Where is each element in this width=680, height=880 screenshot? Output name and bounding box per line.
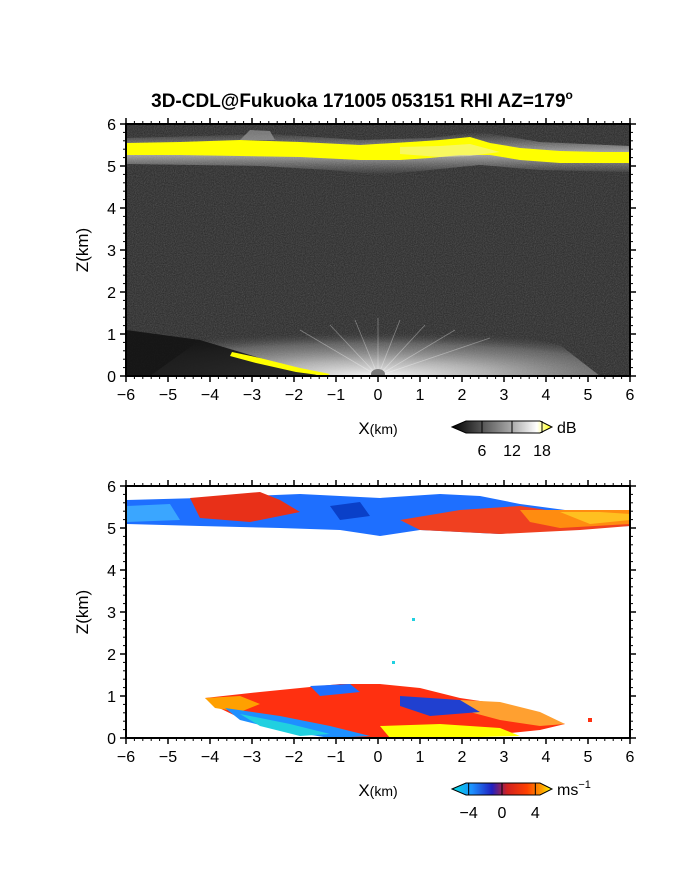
- upper-layer-cap: [240, 130, 275, 140]
- x-tick-label: −3: [243, 749, 261, 766]
- velocity-colorbar-unit: ms−1: [557, 779, 591, 799]
- y-tick-label: 5: [107, 159, 116, 176]
- y-tick-label: 5: [107, 521, 116, 538]
- boundary-layer-orange-east: [460, 700, 565, 726]
- x-tick-label: 5: [584, 749, 593, 766]
- x-tick-label: −4: [201, 387, 219, 404]
- x-tick-label: −5: [159, 749, 177, 766]
- panel-velocity: −6 −5 −4 −3 −2 −1 0 1 2 3 4 5 6 0 1 2 3 4 5 6 Z(km) X(km) −…: [73, 479, 636, 822]
- upper-layer-dark-blue: [330, 502, 370, 520]
- x-tick-label: 5: [584, 387, 593, 404]
- x-tick-label: −6: [117, 749, 135, 766]
- x-tick-label: 1: [416, 749, 425, 766]
- y-tick-label: 0: [107, 369, 116, 386]
- surface-echo-rays: [299, 318, 491, 376]
- reflectivity-ticks: −6 −5 −4 −3 −2 −1 0 1 2 3 4 5 6 0 1 2 3 4 5 6: [107, 117, 636, 404]
- speckle-3: [588, 718, 592, 722]
- y-tick-label: 3: [107, 605, 116, 622]
- reflectivity-colorbar: 6 12 18 dB: [450, 420, 577, 460]
- colorbar-tick-label: 12: [503, 443, 521, 460]
- x-tick-label: 6: [626, 387, 635, 404]
- x-tick-label: 3: [500, 749, 509, 766]
- reflectivity-colorbar-bar: [450, 420, 554, 434]
- x-tick-label: −6: [117, 387, 135, 404]
- x-tick-label: 4: [542, 387, 551, 404]
- reflectivity-y-axis-label: Z(km): [73, 228, 92, 272]
- reflectivity-colorbar-unit: dB: [557, 420, 577, 437]
- y-tick-label: 6: [107, 479, 116, 496]
- velocity-field: [126, 486, 630, 738]
- x-tick-label: 0: [374, 387, 383, 404]
- boundary-layer-cyan: [240, 714, 330, 736]
- colorbar-tick-label: 18: [533, 443, 551, 460]
- speckle-1: [412, 618, 415, 621]
- y-tick-label: 2: [107, 285, 116, 302]
- velocity-x-axis-label: X(km): [358, 781, 397, 800]
- colorbar-tick-label: 0: [498, 805, 507, 822]
- y-tick-label: 6: [107, 117, 116, 134]
- velocity-y-axis-label: Z(km): [73, 590, 92, 634]
- x-tick-label: 1: [416, 387, 425, 404]
- x-tick-label: −1: [327, 749, 345, 766]
- boundary-layer-approaching: [225, 708, 370, 738]
- x-tick-label: 3: [500, 387, 509, 404]
- boundary-layer-blue-top: [310, 684, 360, 696]
- y-tick-label: 4: [107, 201, 116, 218]
- chart-title: 3D-CDL@Fukuoka 171005 053151 RHI AZ=179o: [151, 88, 573, 112]
- x-tick-label: 2: [458, 749, 467, 766]
- upper-layer-strong-echo: [126, 137, 630, 163]
- velocity-ticks: −6 −5 −4 −3 −2 −1 0 1 2 3 4 5 6 0 1 2 3 4 5 6: [107, 479, 636, 766]
- y-tick-label: 1: [107, 689, 116, 706]
- surface-strong-echo: [230, 352, 330, 376]
- upper-layer-yellow: [560, 512, 630, 524]
- x-tick-label: −3: [243, 387, 261, 404]
- y-tick-label: 3: [107, 243, 116, 260]
- x-tick-label: 0: [374, 749, 383, 766]
- x-tick-label: −4: [201, 749, 219, 766]
- reflectivity-x-axis-label: X(km): [358, 419, 397, 438]
- x-tick-label: −1: [327, 387, 345, 404]
- y-tick-label: 4: [107, 563, 116, 580]
- colorbar-tick-label: 6: [478, 443, 487, 460]
- upper-layer-highlight: [400, 144, 500, 157]
- x-tick-label: 2: [458, 387, 467, 404]
- reflectivity-field: [126, 124, 630, 376]
- colorbar-tick-label: 4: [531, 805, 540, 822]
- velocity-colorbar-ticks: −4 0 4: [460, 783, 540, 822]
- x-tick-label: 6: [626, 749, 635, 766]
- y-tick-label: 0: [107, 731, 116, 748]
- x-tick-label: −2: [285, 749, 303, 766]
- x-tick-label: 4: [542, 749, 551, 766]
- upper-layer-light-blue: [126, 504, 180, 522]
- reflectivity-colorbar-ticks: 6 12 18: [478, 421, 551, 460]
- boundary-layer-yellow: [380, 724, 520, 738]
- velocity-colorbar: −4 0 4 ms−1: [450, 779, 591, 822]
- speckle-2: [392, 661, 395, 664]
- boundary-layer-blue-mid: [400, 696, 480, 716]
- x-tick-label: −2: [285, 387, 303, 404]
- boundary-layer-orange-west: [205, 696, 260, 712]
- x-tick-label: −5: [159, 387, 177, 404]
- radar-site-marker: [371, 369, 385, 376]
- upper-layer-receding-west: [190, 492, 300, 522]
- colorbar-tick-label: −4: [460, 805, 478, 822]
- y-tick-label: 1: [107, 327, 116, 344]
- y-tick-label: 2: [107, 647, 116, 664]
